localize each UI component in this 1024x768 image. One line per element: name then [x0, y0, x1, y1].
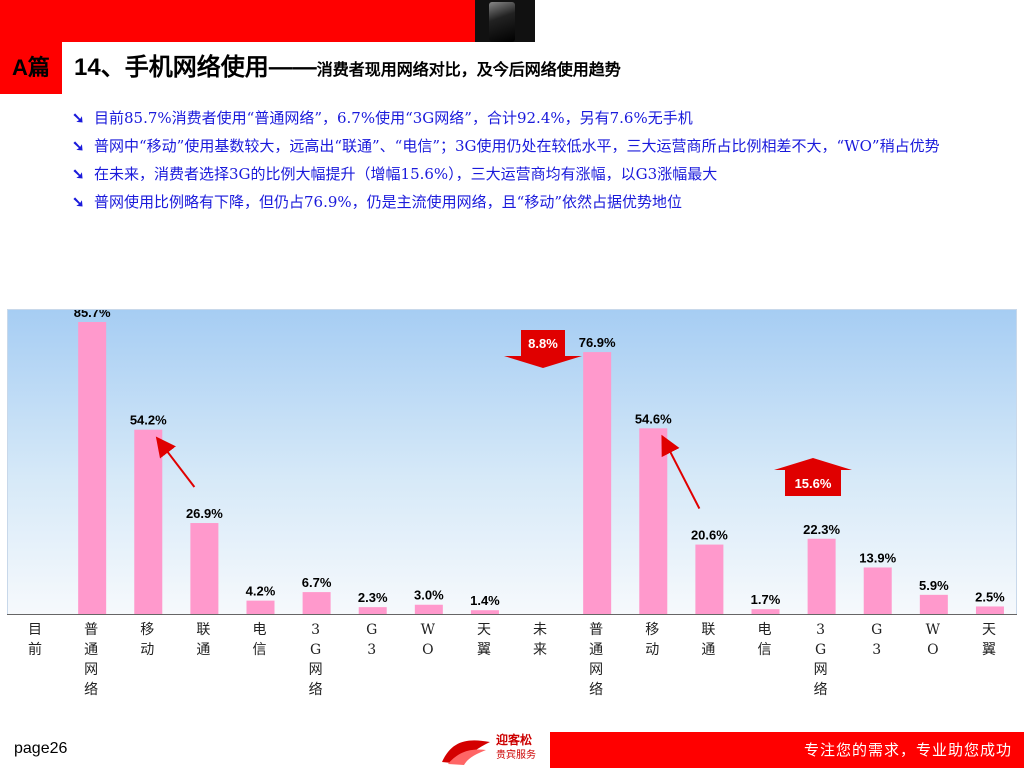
bar — [358, 607, 387, 615]
bar-data-label: 22.3% — [803, 522, 840, 537]
bar — [78, 322, 107, 615]
decrease-arrow: 8.8% — [504, 330, 582, 368]
bar-chart: 85.7% 54.2% 26.9% 4.2% 6.7% 2.3% 3.0% 1.4% 76.9%… — [7, 309, 1017, 615]
arrow-bullet-icon: ➘ — [72, 109, 85, 127]
bar — [639, 428, 668, 615]
x-tick-label: WO — [925, 622, 941, 658]
footer-slogan: 专注您的需求，专业助您成功 — [803, 741, 1012, 759]
bar-data-label: 6.7% — [302, 575, 332, 590]
page-title: 14、手机网络使用——消费者现用网络对比，及今后网络使用趋势 — [74, 48, 621, 88]
trend-arrow-current — [155, 436, 196, 488]
arrow-bullet-icon: ➘ — [72, 137, 85, 155]
x-tick-label: G3 — [366, 622, 378, 658]
x-tick-label: 电信 — [757, 622, 772, 658]
x-tick-label: 未来 — [533, 622, 548, 658]
increase-arrow: 15.6% — [774, 458, 852, 496]
arrow-bullet-icon: ➘ — [72, 193, 85, 211]
flag-logo-icon — [442, 740, 490, 765]
x-tick-label: 普通网络 — [589, 622, 604, 698]
header-red-band — [0, 0, 475, 42]
bullet-list: ➘ 目前85.7%消费者使用“普通网络”，6.7%使用“3G网络”，合计92.4%… — [72, 104, 992, 216]
x-tick-label: 3G网络 — [813, 622, 828, 698]
x-tick-label: 联通 — [196, 622, 211, 658]
bullet-item: ➘ 普网使用比例略有下降，但仍占76.9%，仍是主流使用网络，且“移动”依然占据优… — [72, 188, 992, 216]
x-tick-label: 目前 — [28, 622, 43, 658]
page-title-sub: 消费者现用网络对比，及今后网络使用趋势 — [316, 62, 621, 79]
company-logo: 迎客松 贵宾服务 — [438, 730, 550, 768]
bullet-item: ➘ 目前85.7%消费者使用“普通网络”，6.7%使用“3G网络”，合计92.4%… — [72, 104, 992, 132]
x-axis-line — [7, 614, 1017, 615]
page-title-main: 14、手机网络使用—— — [74, 54, 317, 81]
bar-data-label: 13.9% — [859, 550, 896, 565]
bar-data-label: 54.6% — [635, 411, 672, 426]
bar-data-label: 5.9% — [919, 578, 949, 593]
bar — [190, 523, 219, 615]
bar-data-label: 76.9% — [579, 335, 616, 350]
trend-arrow-future — [661, 434, 701, 510]
bar — [807, 538, 836, 615]
bullet-item: ➘ 在未来，消费者选择3G的比例大幅提升（增幅15.6%），三大运营商均有涨幅，以… — [72, 160, 992, 188]
bar-data-label: 20.6% — [691, 528, 728, 543]
arrow-bullet-icon: ➘ — [72, 165, 85, 183]
bar — [414, 604, 443, 615]
x-tick-label: 3G网络 — [308, 622, 323, 698]
bar-data-label: 1.4% — [470, 593, 500, 608]
bar — [134, 429, 163, 615]
bar-data-label: 54.2% — [130, 413, 167, 428]
page-number: page26 — [14, 740, 68, 757]
section-tag: A篇 — [0, 42, 62, 94]
x-tick-label: 电信 — [252, 622, 267, 658]
bar — [302, 592, 331, 615]
bullet-item: ➘ 普网中“移动”使用基数较大，远高出“联通”、“电信”；3G使用仍处在较低水平，… — [72, 132, 992, 160]
bar — [583, 352, 612, 615]
x-tick-label: 移动 — [645, 622, 660, 658]
arrow-annotation-label: 15.6% — [795, 476, 832, 491]
x-tick-label: G3 — [871, 622, 883, 658]
bar — [246, 600, 275, 615]
bar-data-label: 4.2% — [246, 584, 276, 599]
phone-photo — [475, 0, 535, 42]
logo-tagline: 贵宾服务 — [496, 750, 536, 761]
x-tick-label: 天翼 — [476, 622, 491, 658]
bar-data-label: 2.5% — [975, 589, 1005, 604]
x-tick-label: 联通 — [701, 622, 716, 658]
bar-data-label: 2.3% — [358, 590, 388, 605]
bar-data-label: 3.0% — [414, 588, 444, 603]
x-tick-label: 普通网络 — [84, 622, 99, 698]
bar-data-label: 85.7% — [74, 310, 111, 320]
bar-data-label: 1.7% — [751, 592, 781, 607]
x-tick-label: WO — [420, 622, 436, 658]
bar-data-label: 26.9% — [186, 506, 223, 521]
logo-name: 迎客松 — [496, 733, 533, 747]
bar — [863, 567, 892, 615]
bar-chart-svg: 85.7% 54.2% 26.9% 4.2% 6.7% 2.3% 3.0% 1.4% 76.9%… — [74, 310, 1005, 615]
x-tick-label: 天翼 — [981, 622, 996, 658]
bar — [751, 609, 780, 615]
footer-red-band: 专注您的需求，专业助您成功 — [550, 732, 1024, 768]
bar — [695, 544, 724, 615]
bar — [919, 594, 948, 615]
x-tick-label: 移动 — [140, 622, 155, 658]
x-axis-labels: 目前 普通网络 移动 联通 电信 3G网络 G3 WO 天翼 未来 普通网络 移动 联通 电信 3G网络 G3… — [7, 620, 1017, 710]
bar — [470, 610, 499, 615]
bar — [975, 606, 1004, 615]
arrow-annotation-label: 8.8% — [528, 336, 558, 351]
